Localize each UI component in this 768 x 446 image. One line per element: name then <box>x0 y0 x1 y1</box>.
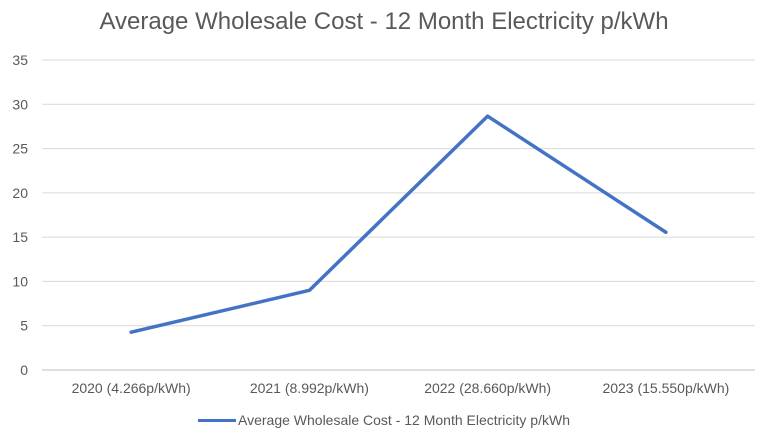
data-point <box>307 288 311 292</box>
y-tick-label: 35 <box>12 52 28 68</box>
y-tick-label: 30 <box>12 96 28 112</box>
y-tick-label: 0 <box>20 362 28 378</box>
y-axis-ticks: 0 5 10 15 20 25 30 35 <box>12 52 28 378</box>
x-tick-label: 2022 (28.660p/kWh) <box>424 380 551 396</box>
x-tick-label: 2021 (8.992p/kWh) <box>250 380 369 396</box>
series-line <box>129 114 668 334</box>
grid-lines <box>42 59 755 371</box>
y-tick-label: 20 <box>12 185 28 201</box>
x-tick-label: 2023 (15.550p/kWh) <box>602 380 729 396</box>
legend: Average Wholesale Cost - 12 Month Electr… <box>0 412 768 428</box>
x-tick-label: 2020 (4.266p/kWh) <box>72 380 191 396</box>
legend-swatch <box>198 418 236 422</box>
legend-label: Average Wholesale Cost - 12 Month Electr… <box>238 412 570 428</box>
data-point <box>129 330 133 334</box>
chart-title: Average Wholesale Cost - 12 Month Electr… <box>99 8 669 35</box>
series-layer <box>129 114 668 334</box>
y-tick-label: 5 <box>20 318 28 334</box>
data-point <box>664 230 668 234</box>
y-tick-label: 15 <box>12 229 28 245</box>
y-tick-label: 10 <box>12 273 28 289</box>
y-tick-label: 25 <box>12 141 28 157</box>
data-point <box>486 114 490 118</box>
x-axis-ticks: 2020 (4.266p/kWh) 2021 (8.992p/kWh) 2022 (… <box>72 380 730 396</box>
